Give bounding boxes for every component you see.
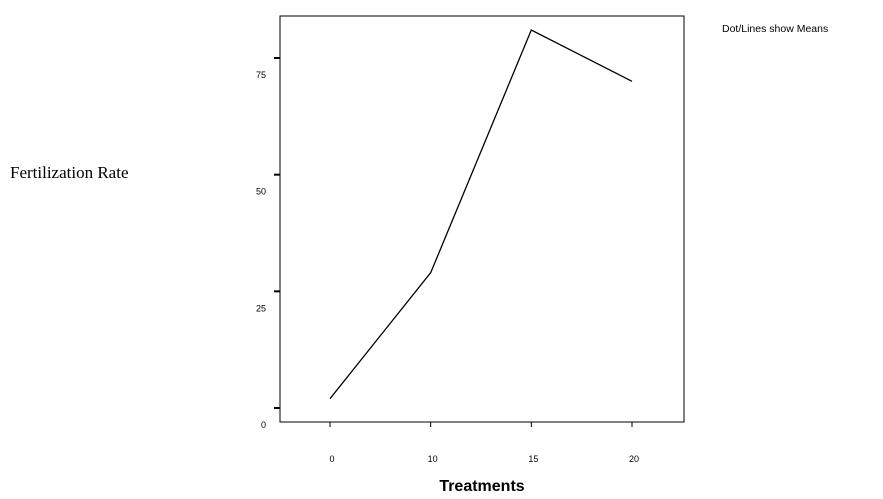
y-axis: 0 25 50 75	[256, 57, 280, 430]
y-tick-label: 75	[256, 70, 266, 80]
y-tick-label: 0	[261, 420, 266, 430]
y-tick-label: 50	[256, 187, 266, 197]
x-axis: 0 10 15 20	[329, 422, 639, 464]
x-tick-label: 20	[629, 454, 639, 464]
x-tick-label: 15	[528, 454, 538, 464]
x-tick-label: 10	[428, 454, 438, 464]
x-axis-label: Treatments	[439, 478, 524, 495]
y-tick-label: 25	[256, 303, 266, 313]
y-axis-label: Fertilization Rate	[10, 163, 129, 182]
chart-annotation: Dot/Lines show Means	[722, 23, 828, 35]
series-line-means	[329, 29, 633, 400]
x-tick-label: 0	[329, 454, 334, 464]
plot-frame	[279, 15, 685, 423]
